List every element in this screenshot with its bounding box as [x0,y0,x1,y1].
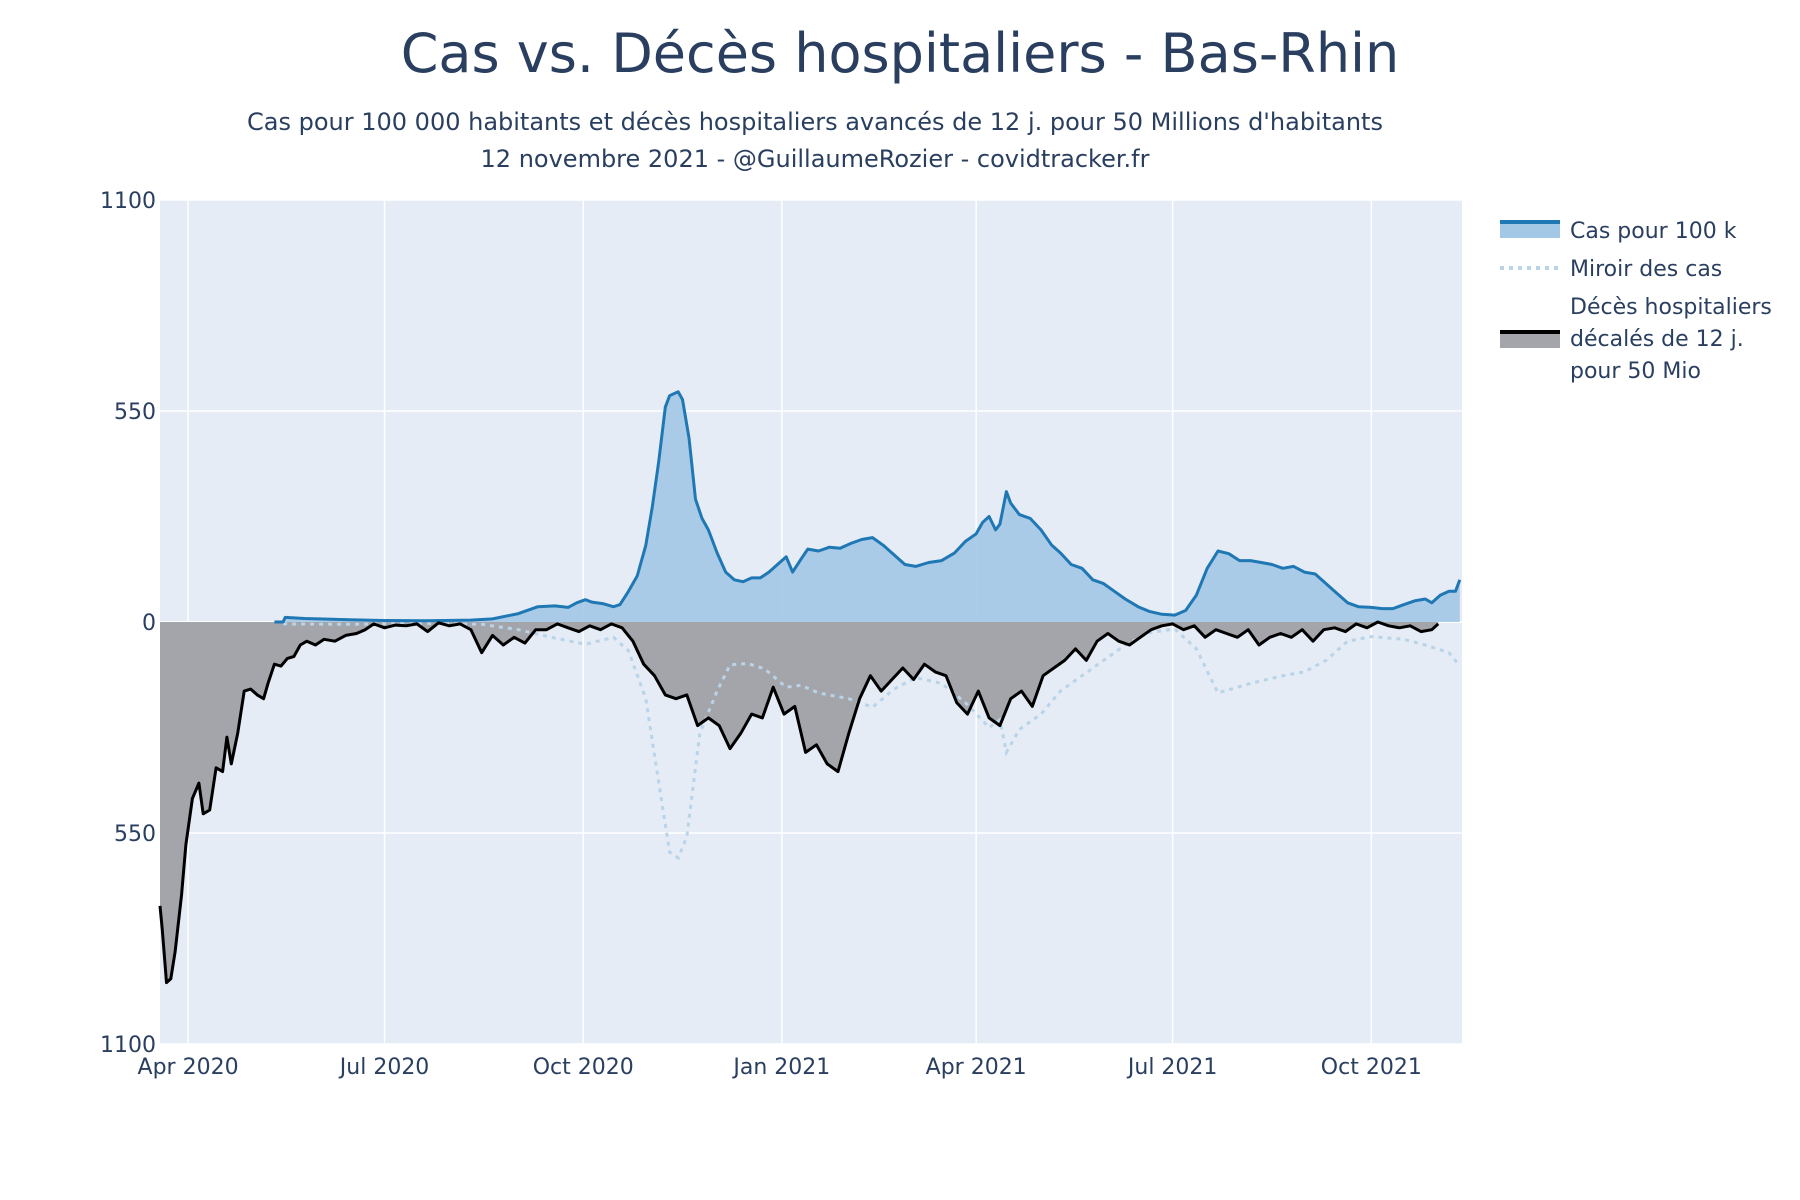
y-tick-label: 1100 [100,1033,156,1058]
legend-label-cases: Cas pour 100 k [1570,219,1737,244]
series-layer [158,390,1462,985]
cases-line [274,390,1462,624]
chart-subtitle-line-2: 12 novembre 2021 - @GuillaumeRozier - co… [480,145,1150,173]
x-tick-label: Jul 2021 [1126,1055,1218,1080]
legend: Cas pour 100 k Miroir des cas Décès hospit… [1500,219,1772,384]
axis-labels: Apr 2020 Jul 2020 Oct 2020 Jan 2021 Apr 2021… [100,189,1422,1080]
legend-swatch-cases-fill [1500,222,1560,238]
legend-swatch-deaths-fill [1500,332,1560,348]
chart-title: Cas vs. Décès hospitaliers - Bas-Rhin [400,22,1400,85]
x-tick-label: Oct 2020 [533,1055,634,1080]
x-tick-label: Oct 2021 [1321,1055,1422,1080]
chart-subtitle-line-1: Cas pour 100 000 habitants et décès hosp… [247,108,1383,136]
y-tick-label: 0 [142,611,156,636]
deaths-line [158,620,1440,985]
legend-label-mirror: Miroir des cas [1570,257,1722,282]
x-tick-label: Jan 2021 [731,1055,830,1080]
y-tick-label: 550 [114,822,156,847]
y-tick-label: 550 [114,400,156,425]
x-tick-label: Apr 2020 [138,1055,239,1080]
y-tick-label: 1100 [100,189,156,214]
mirror-line [283,621,1461,861]
x-tick-label: Apr 2021 [926,1055,1027,1080]
legend-label-deaths: Décès hospitaliers décalés de 12 j. pour 5… [1570,295,1772,384]
x-tick-label: Jul 2020 [338,1055,430,1080]
